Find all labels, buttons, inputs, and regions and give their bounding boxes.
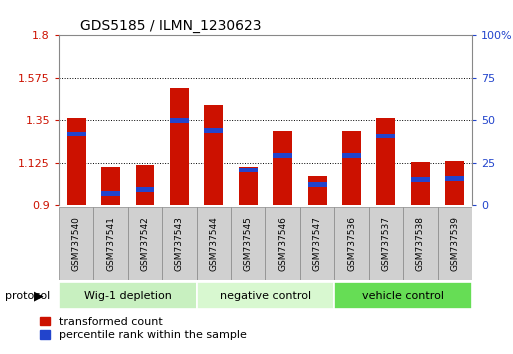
FancyBboxPatch shape — [334, 282, 472, 309]
Bar — [204, 128, 223, 133]
FancyBboxPatch shape — [334, 207, 369, 280]
Text: GSM737537: GSM737537 — [382, 216, 390, 271]
FancyBboxPatch shape — [265, 207, 300, 280]
Bar — [273, 153, 292, 158]
Bar — [445, 161, 464, 205]
Bar — [308, 176, 327, 205]
FancyBboxPatch shape — [196, 207, 231, 280]
Bar — [445, 176, 464, 181]
FancyBboxPatch shape — [300, 207, 334, 280]
Bar — [377, 119, 396, 205]
FancyBboxPatch shape — [162, 207, 196, 280]
Bar — [239, 167, 258, 205]
FancyBboxPatch shape — [369, 207, 403, 280]
Text: GSM737547: GSM737547 — [312, 216, 322, 271]
FancyBboxPatch shape — [128, 207, 162, 280]
Bar — [308, 182, 327, 187]
Bar — [377, 133, 396, 138]
Bar — [135, 165, 154, 205]
Bar — [135, 187, 154, 192]
Bar — [170, 88, 189, 205]
Text: GSM737546: GSM737546 — [278, 216, 287, 271]
Text: negative control: negative control — [220, 291, 311, 301]
Text: GDS5185 / ILMN_1230623: GDS5185 / ILMN_1230623 — [80, 19, 261, 33]
Text: GSM737545: GSM737545 — [244, 216, 253, 271]
Bar — [101, 191, 120, 195]
Text: Wig-1 depletion: Wig-1 depletion — [84, 291, 172, 301]
Legend: transformed count, percentile rank within the sample: transformed count, percentile rank withi… — [39, 315, 248, 341]
Text: GSM737536: GSM737536 — [347, 216, 356, 271]
FancyBboxPatch shape — [438, 207, 472, 280]
Text: GSM737542: GSM737542 — [141, 216, 149, 271]
FancyBboxPatch shape — [59, 207, 93, 280]
Text: GSM737538: GSM737538 — [416, 216, 425, 271]
Text: vehicle control: vehicle control — [362, 291, 444, 301]
FancyBboxPatch shape — [93, 207, 128, 280]
Text: GSM737539: GSM737539 — [450, 216, 459, 271]
Bar — [204, 105, 223, 205]
Bar — [411, 177, 430, 182]
Text: protocol: protocol — [5, 291, 50, 301]
Bar — [342, 153, 361, 158]
Bar — [170, 119, 189, 123]
Text: GSM737540: GSM737540 — [72, 216, 81, 271]
Text: GSM737543: GSM737543 — [175, 216, 184, 271]
Text: ▶: ▶ — [34, 289, 43, 302]
Bar — [67, 118, 86, 205]
FancyBboxPatch shape — [231, 207, 265, 280]
Bar — [239, 167, 258, 172]
Bar — [101, 167, 120, 205]
FancyBboxPatch shape — [59, 282, 196, 309]
Bar — [273, 131, 292, 205]
Bar — [67, 132, 86, 136]
FancyBboxPatch shape — [196, 282, 334, 309]
Bar — [342, 131, 361, 205]
Text: GSM737544: GSM737544 — [209, 216, 219, 271]
FancyBboxPatch shape — [403, 207, 438, 280]
Text: GSM737541: GSM737541 — [106, 216, 115, 271]
Bar — [411, 162, 430, 205]
